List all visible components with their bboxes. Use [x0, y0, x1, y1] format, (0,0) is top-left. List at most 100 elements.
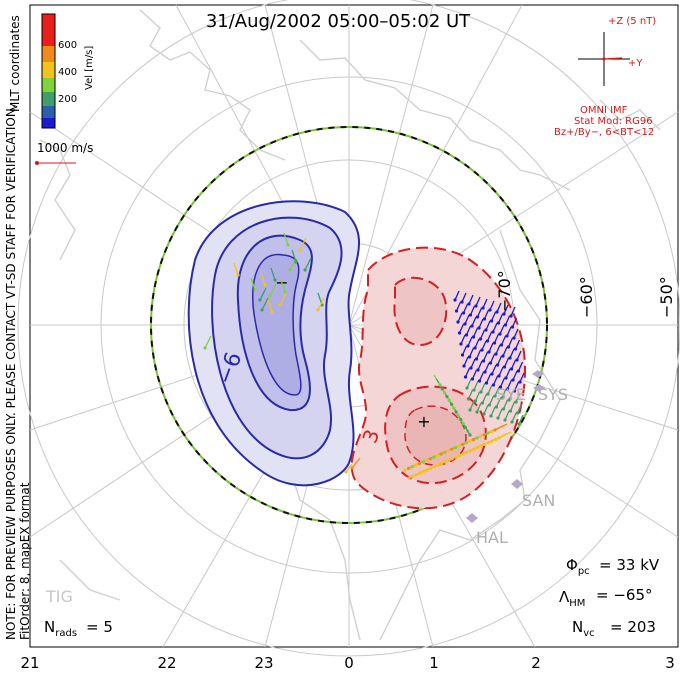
svg-text:HAL: HAL — [476, 528, 508, 547]
velocity-vector — [513, 381, 520, 392]
mlt-label-2: 2 — [531, 654, 541, 672]
velocity-vector-origin — [428, 457, 432, 461]
velocity-vector-origin — [475, 446, 479, 450]
velocity-vector-origin — [418, 471, 422, 475]
velocity-vector-origin — [479, 434, 483, 438]
velocity-vector-origin — [268, 294, 272, 298]
velocity-vector — [463, 424, 471, 436]
station-san: SAN — [511, 479, 555, 510]
velocity-vector-origin — [278, 303, 282, 307]
velocity-vector — [488, 395, 495, 406]
velocity-vector — [461, 345, 468, 356]
velocity-vector — [508, 390, 514, 401]
velocity-vector-origin — [518, 380, 522, 384]
velocity-vector — [495, 397, 502, 408]
velocity-vector — [471, 316, 477, 327]
velocity-vector — [455, 301, 462, 312]
velocity-vector-origin — [474, 304, 478, 308]
velocity-vector-origin — [509, 367, 514, 371]
velocity-vector-origin — [443, 460, 447, 464]
n-vc-value: = 203 — [610, 618, 656, 636]
velocity-vector-origin — [505, 334, 509, 338]
velocity-vector-origin — [283, 290, 287, 294]
station-sys: SYS — [533, 384, 568, 404]
velocity-vector — [516, 403, 523, 414]
velocity-vector — [483, 309, 490, 320]
velocity-vector-origin — [432, 455, 436, 459]
velocity-vector — [489, 353, 496, 364]
velocity-vector-origin — [493, 394, 497, 398]
velocity-vector — [496, 302, 502, 313]
velocity-vector — [503, 357, 510, 368]
velocity-vector-origin — [439, 462, 443, 466]
velocity-vector-origin — [463, 375, 468, 379]
map-title: 31/Aug/2002 05:00–05:02 UT — [206, 11, 471, 32]
velocity-vector-origin — [479, 390, 483, 394]
velocity-vector-origin — [417, 462, 421, 466]
velocity-vector-origin — [511, 378, 515, 382]
n-vc-symbol: Nvc — [572, 618, 595, 639]
velocity-vector-origin — [467, 302, 471, 306]
velocity-vector-origin — [403, 468, 407, 472]
velocity-vector-origin — [466, 344, 470, 348]
velocity-vector — [517, 361, 524, 372]
velocity-vector-origin — [503, 323, 508, 327]
velocity-vector-origin — [517, 422, 521, 426]
velocity-vector-origin — [475, 436, 479, 440]
velocity-vector — [267, 299, 273, 313]
velocity-vector — [499, 324, 505, 335]
velocity-vector-origin — [316, 308, 320, 312]
velocity-vector-origin — [466, 397, 471, 401]
velocity-vector-origin — [468, 313, 473, 317]
velocity-vector-origin — [498, 385, 503, 389]
velocity-vector-origin — [470, 377, 475, 381]
velocity-vector-origin — [495, 310, 499, 314]
mlt-label-23: 23 — [254, 654, 273, 672]
velocity-vector-origin — [490, 439, 494, 443]
velocity-vector — [500, 335, 507, 346]
velocity-vector — [233, 262, 239, 276]
velocity-vector-origin — [410, 465, 414, 469]
velocity-vector-origin — [439, 452, 443, 456]
negative-potential-cell — [187, 200, 360, 487]
velocity-vector-origin — [512, 389, 517, 393]
velocity-vector-origin — [501, 354, 505, 358]
velocity-vector-origin — [482, 317, 487, 321]
velocity-vector — [480, 382, 486, 393]
velocity-vector — [470, 358, 476, 369]
coastlines — [39, 9, 661, 641]
colorbar-label: Vel [m/s] — [84, 46, 95, 90]
velocity-vector-origin — [467, 355, 472, 359]
velocity-vector-origin — [270, 310, 274, 314]
velocity-vector-origin — [414, 473, 418, 477]
velocity-vector-origin — [484, 328, 488, 332]
velocity-vector — [504, 410, 510, 421]
velocity-vector-origin — [505, 387, 510, 391]
velocity-vector-origin — [203, 346, 207, 350]
phi-pc-symbol: Φpc — [566, 556, 590, 577]
velocity-vector — [519, 372, 525, 383]
mlt-grid — [29, 4, 679, 648]
velocity-vector-origin — [495, 363, 500, 367]
velocity-vector — [299, 237, 307, 251]
velocity-vector-origin — [475, 315, 480, 319]
velocity-vector — [270, 267, 276, 281]
mlt-label-3: 3 — [665, 654, 675, 672]
velocity-vector — [514, 339, 521, 350]
velocity-vector — [462, 303, 469, 314]
velocity-vector-origin — [494, 405, 499, 409]
velocity-vector — [461, 292, 467, 303]
velocity-vector-origin — [456, 320, 460, 324]
velocity-vector-origin — [493, 428, 497, 432]
velocity-vector — [484, 362, 490, 373]
velocity-vector — [457, 312, 463, 323]
n-rads-symbol: Nrads — [44, 618, 77, 639]
velocity-vector-origin — [494, 352, 498, 356]
velocity-vector-origin — [472, 388, 476, 392]
lambda-hm-symbol: ΛHM — [559, 588, 585, 609]
velocity-vector-origin — [488, 361, 493, 365]
velocity-vector-origin — [464, 333, 469, 337]
svg-text:TIG: TIG — [45, 587, 73, 606]
velocity-vector-origin — [461, 442, 465, 446]
velocity-vector-origin — [462, 364, 466, 368]
